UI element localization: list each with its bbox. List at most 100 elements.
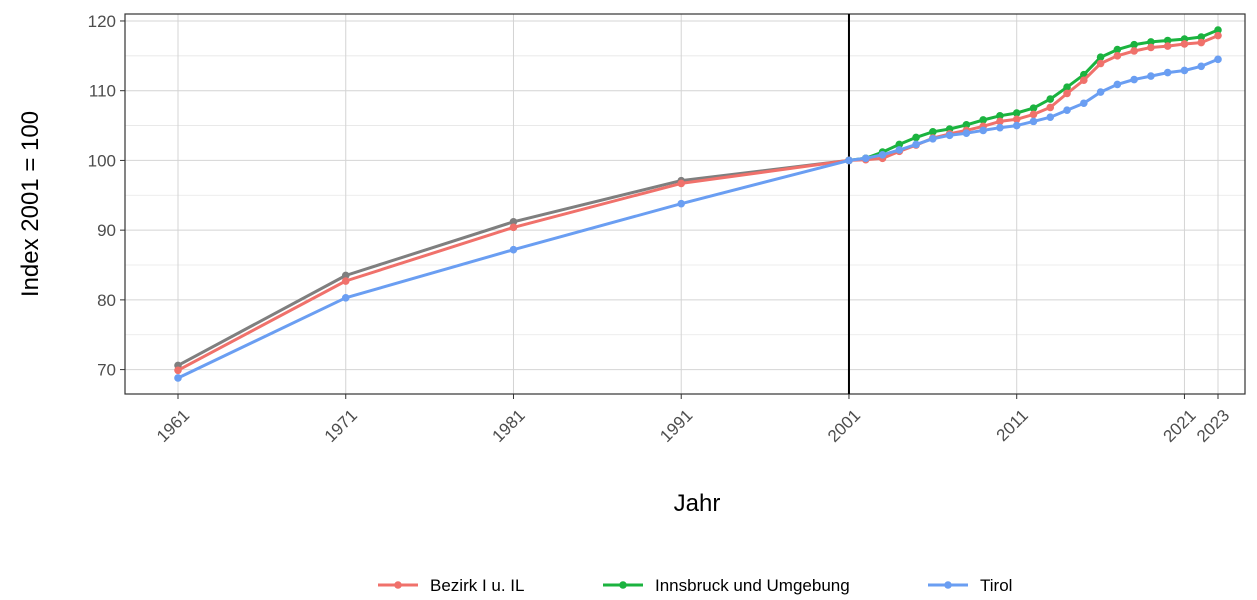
data-point <box>996 123 1004 132</box>
data-point <box>1214 55 1222 64</box>
legend-key-point <box>944 581 952 589</box>
y-tick-label: 110 <box>89 82 116 101</box>
data-point <box>1063 106 1071 115</box>
data-point <box>1046 95 1055 103</box>
data-point <box>895 146 904 154</box>
data-point <box>1163 36 1172 45</box>
data-point <box>962 129 971 138</box>
data-point <box>174 366 182 375</box>
legend-item: Innsbruck und Umgebung <box>603 576 850 595</box>
data-point <box>1113 52 1122 60</box>
data-point <box>341 293 350 302</box>
x-tick-label: 2011 <box>993 406 1032 445</box>
data-point <box>1163 68 1172 77</box>
data-point <box>912 140 920 149</box>
data-point <box>996 117 1004 126</box>
data-point <box>677 199 686 208</box>
data-point <box>1147 43 1155 52</box>
data-point <box>979 116 987 124</box>
x-tick-label: 2023 <box>1193 406 1233 446</box>
data-point <box>912 133 920 142</box>
data-point <box>1046 113 1055 121</box>
x-tick-label: 1991 <box>656 406 696 446</box>
data-point <box>845 156 853 165</box>
data-point <box>1197 33 1206 41</box>
data-point <box>1063 83 1071 92</box>
x-tick-label: 1971 <box>321 406 361 446</box>
data-point <box>677 179 686 188</box>
data-point <box>509 217 518 226</box>
data-point <box>1046 103 1055 112</box>
data-point <box>509 245 518 254</box>
y-axis-title: Index 2001 = 100 <box>17 111 44 297</box>
y-tick-label: 120 <box>88 12 116 31</box>
data-point <box>895 140 904 149</box>
data-point <box>1180 66 1189 75</box>
data-point <box>1012 115 1021 124</box>
y-tick-label: 70 <box>97 361 116 380</box>
x-axis-title: Jahr <box>674 490 721 517</box>
data-point <box>1197 62 1206 71</box>
data-point <box>1130 47 1138 55</box>
data-point <box>509 223 518 232</box>
data-point <box>945 131 954 140</box>
x-tick-label: 2001 <box>824 406 864 446</box>
legend-key-point <box>619 581 627 589</box>
data-point <box>1096 59 1105 68</box>
data-point <box>861 154 870 163</box>
data-point <box>1163 42 1172 50</box>
data-point <box>1029 117 1038 126</box>
data-point <box>1096 53 1105 62</box>
data-point <box>1130 75 1138 84</box>
data-point <box>1197 38 1206 47</box>
y-tick-label: 80 <box>97 291 116 310</box>
data-point <box>341 277 350 285</box>
data-point <box>929 128 937 136</box>
legend-label: Innsbruck und Umgebung <box>655 576 850 595</box>
data-point <box>174 374 182 382</box>
data-point <box>1063 89 1071 98</box>
y-tick-label: 100 <box>88 151 116 170</box>
legend-key-point <box>394 581 402 589</box>
data-point <box>1130 40 1138 49</box>
data-point <box>1012 109 1021 117</box>
data-point <box>979 126 987 135</box>
data-point <box>1180 40 1189 48</box>
series-group <box>174 26 1222 382</box>
series-tirol <box>174 55 1222 382</box>
series-line <box>847 28 1220 162</box>
data-point <box>1080 76 1088 85</box>
data-point <box>1113 80 1122 89</box>
data-point <box>1029 104 1038 112</box>
data-point <box>996 111 1004 120</box>
data-point <box>341 271 350 280</box>
axes: 70 80 90 100 110 120 1961 1971 1981 1991 2001 2011 2… <box>88 12 1234 446</box>
data-point <box>1113 45 1122 54</box>
data-point <box>878 151 887 159</box>
y-tick-label: 90 <box>97 221 116 240</box>
legend-label: Tirol <box>980 576 1012 595</box>
plot-panel-border <box>124 13 1246 395</box>
x-tick-label: 1961 <box>153 406 193 446</box>
series-line <box>176 57 1220 380</box>
data-point <box>1029 110 1038 119</box>
data-point <box>1147 72 1155 80</box>
x-tick-label: 2021 <box>1160 406 1200 446</box>
data-point <box>1012 121 1021 130</box>
data-point <box>1214 31 1222 40</box>
data-point <box>1096 88 1105 96</box>
data-point <box>962 121 971 129</box>
data-point <box>929 135 937 143</box>
data-point <box>1080 99 1088 108</box>
x-tick-label: 1981 <box>489 406 529 446</box>
legend: Bezirk I u. IL Innsbruck und Umgebung Tiro… <box>378 576 1012 595</box>
series-line <box>176 34 1220 372</box>
legend-item: Bezirk I u. IL <box>378 576 524 595</box>
data-point <box>1214 26 1222 34</box>
data-point <box>1147 38 1155 46</box>
series-bezirk-i-u-il <box>174 31 1222 375</box>
grid <box>125 14 1245 394</box>
legend-item: Tirol <box>928 576 1012 595</box>
